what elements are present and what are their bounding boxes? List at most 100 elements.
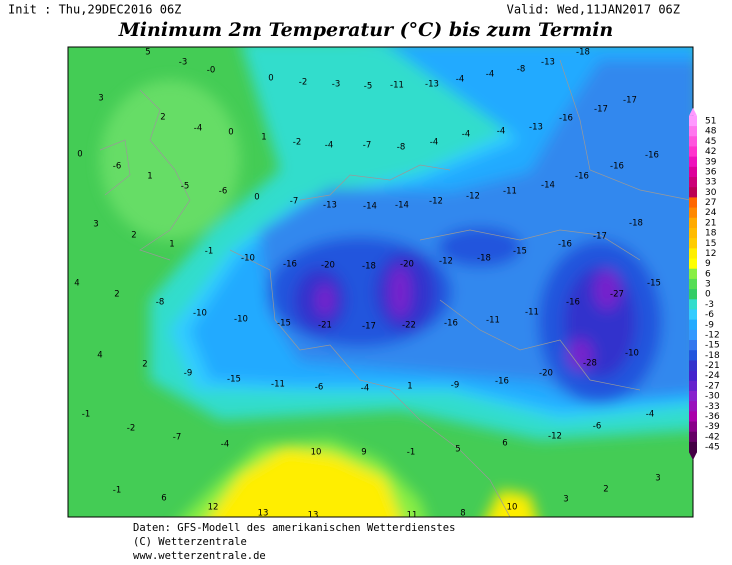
station-value: -4	[325, 141, 333, 151]
station-value: -11	[503, 187, 517, 197]
station-value: -4	[430, 138, 438, 148]
colorbar-label: 15	[705, 239, 716, 249]
colorbar-swatch	[689, 319, 697, 331]
station-value: -17	[593, 232, 607, 242]
colorbar-label: -27	[705, 381, 720, 391]
station-value: -6	[593, 422, 601, 432]
map-title: Minimum 2m Temperatur (°C) bis zum Termi…	[118, 19, 613, 41]
station-value: -15	[513, 247, 527, 257]
colorbar-label: 12	[705, 249, 716, 259]
station-value: -16	[495, 377, 509, 387]
station-value: 3	[563, 495, 568, 505]
colorbar-swatch	[689, 115, 697, 127]
station-value: -18	[362, 262, 376, 272]
colorbar-label: 45	[705, 137, 716, 147]
station-value: -14	[363, 202, 377, 212]
colorbar-swatch	[689, 299, 697, 310]
colorbar-arrow-top	[689, 107, 697, 116]
station-value: 2	[114, 290, 119, 300]
colorbar-swatch	[689, 268, 697, 280]
colorbar-label: 30	[705, 188, 717, 198]
station-value: -12	[429, 197, 443, 207]
station-value: -7	[290, 197, 298, 207]
station-value: -12	[466, 192, 480, 202]
station-value: -17	[623, 96, 637, 106]
colorbar-swatch	[689, 370, 697, 382]
colorbar-label: 42	[705, 147, 716, 157]
station-value: -5	[181, 182, 189, 192]
station-value: -1	[82, 410, 90, 420]
station-value: -4	[462, 130, 470, 140]
station-value: 6	[161, 494, 166, 504]
station-value: -13	[541, 58, 555, 68]
station-value: -8	[517, 65, 525, 75]
station-value: -16	[610, 162, 624, 172]
colorbar-label: 33	[705, 178, 716, 188]
station-value: -11	[525, 308, 539, 318]
station-value: 3	[655, 474, 660, 484]
station-value: 9	[361, 448, 366, 458]
station-value: -9	[184, 369, 192, 379]
station-value: -4	[194, 124, 202, 134]
footer-source: Daten: GFS-Modell des amerikanischen Wet…	[133, 522, 455, 534]
station-value: -13	[425, 80, 439, 90]
station-value: 13	[258, 509, 269, 519]
station-value: 3	[98, 94, 103, 104]
colorbar-swatch	[689, 238, 697, 249]
station-value: -8	[156, 298, 164, 308]
footer-url: www.wetterzentrale.de	[133, 550, 266, 562]
station-value: -12	[548, 432, 562, 442]
colorbar-swatch	[689, 126, 697, 137]
station-value: 0	[77, 150, 82, 160]
colorbar-label: -15	[705, 341, 720, 351]
station-value: -16	[575, 172, 589, 182]
station-value: -2	[299, 78, 307, 88]
station-value: 1	[147, 172, 152, 182]
colorbar-swatch	[689, 329, 697, 341]
colorbar-label: -36	[705, 412, 720, 422]
colorbar-swatch	[689, 441, 697, 453]
station-value: -5	[364, 82, 372, 92]
colorbar-label: -18	[705, 351, 720, 361]
colorbar-label: 9	[705, 259, 711, 269]
colorbar-swatch	[689, 136, 697, 147]
station-value: -20	[400, 260, 414, 270]
colorbar-swatch	[689, 380, 697, 392]
station-value: -9	[451, 381, 459, 391]
station-value: 0	[268, 74, 273, 84]
station-value: 11	[407, 511, 418, 521]
station-value: -16	[559, 114, 573, 124]
station-value: -15	[647, 279, 661, 289]
station-value: 13	[308, 511, 319, 521]
colorbar-label: 27	[705, 198, 716, 208]
station-value: -16	[558, 240, 572, 250]
colorbar-swatch	[689, 146, 697, 158]
station-value: -11	[390, 81, 404, 91]
station-value: -16	[645, 151, 659, 161]
station-value: -4	[486, 70, 494, 80]
footer-copyright: (C) Wetterzentrale	[133, 536, 247, 548]
valid-time: Valid: Wed,11JAN2017 06Z	[507, 3, 680, 17]
station-value: -11	[271, 380, 285, 390]
colorbar-swatch	[689, 278, 697, 290]
colorbar-swatch	[689, 187, 697, 198]
station-value: -2	[293, 138, 301, 148]
colorbar-label: 21	[705, 218, 716, 228]
colorbar-label: -42	[705, 432, 720, 442]
colorbar-swatch	[689, 309, 697, 321]
station-value: -6	[219, 187, 227, 197]
station-value: -14	[395, 201, 409, 211]
station-value: -17	[362, 322, 376, 332]
colorbar-swatch	[689, 401, 697, 412]
station-value: -7	[363, 141, 371, 151]
colorbar-label: -39	[705, 422, 720, 432]
station-value: -12	[439, 257, 453, 267]
colorbar-label: -12	[705, 330, 720, 340]
colorbar-swatch	[689, 227, 697, 239]
station-value: 1	[407, 382, 412, 392]
station-value: -4	[497, 127, 505, 137]
station-value: 1	[261, 133, 266, 143]
colorbar-label: -30	[705, 392, 720, 402]
